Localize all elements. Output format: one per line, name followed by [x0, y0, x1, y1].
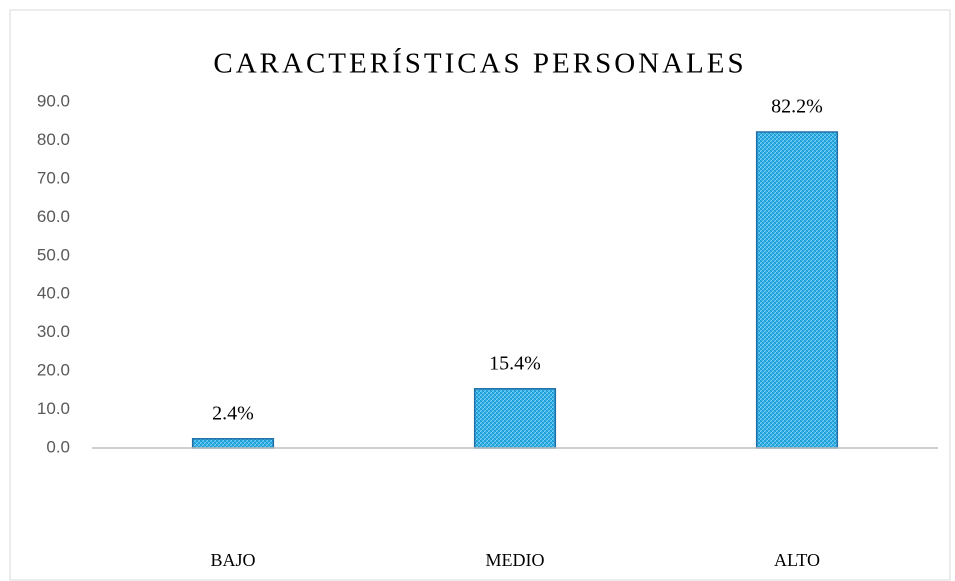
x-tick-label: BAJO [210, 550, 255, 570]
value-label: 82.2% [771, 96, 823, 118]
y-tick-label: 0.0 [46, 437, 70, 456]
chart-border [9, 9, 951, 581]
y-tick-label: 10.0 [37, 399, 70, 418]
y-tick-label: 40.0 [37, 284, 70, 303]
y-tick-label: 80.0 [37, 130, 70, 149]
bar [755, 131, 839, 449]
chart-title: CARACTERÍSTICAS PERSONALES [213, 47, 746, 80]
y-tick-label: 70.0 [37, 168, 70, 187]
value-label: 2.4% [212, 402, 254, 424]
x-tick-label: ALTO [774, 550, 820, 570]
y-tick-label: 50.0 [37, 245, 70, 264]
value-label: 15.4% [489, 352, 541, 374]
y-tick-label: 30.0 [37, 322, 70, 341]
y-tick-label: 60.0 [37, 207, 70, 226]
y-tick-label: 20.0 [37, 361, 70, 380]
x-tick-label: MEDIO [486, 550, 545, 570]
bar [473, 388, 557, 449]
y-tick-label: 90.0 [37, 91, 70, 110]
bar [191, 438, 275, 449]
